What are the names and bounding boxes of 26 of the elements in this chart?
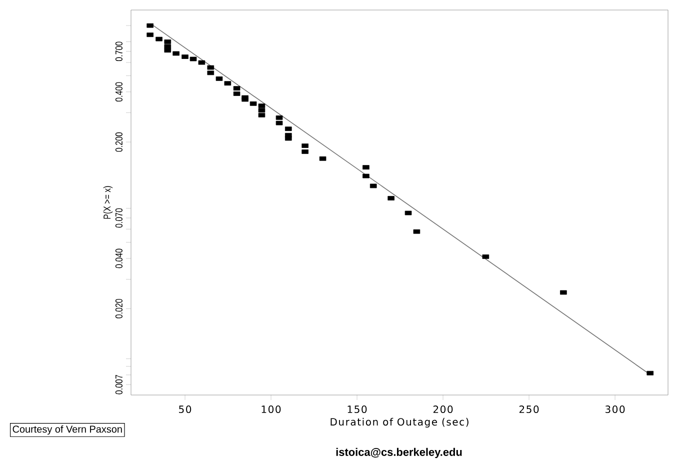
y-tick-label: 0.020 <box>115 298 122 318</box>
text: Courtesy of Vern Paxson <box>12 425 122 435</box>
x-tick-label: 50 <box>179 405 192 414</box>
x-tick-label: 100 <box>262 405 281 414</box>
point <box>146 23 154 28</box>
point <box>302 149 308 154</box>
x-tick-label: 200 <box>433 405 453 414</box>
x-axis-title: Duration of Outage (sec) <box>330 418 468 428</box>
point <box>362 174 370 178</box>
point <box>560 290 567 295</box>
point <box>156 36 162 42</box>
x-tick-label: 150 <box>348 405 367 414</box>
x-tick-label: 300 <box>605 405 625 414</box>
point <box>146 32 154 38</box>
text: istoica@cs.berkeley.edu <box>336 448 462 458</box>
point <box>362 165 370 170</box>
point <box>388 196 394 200</box>
x-tick-label: 250 <box>519 405 539 414</box>
y-tick-label: 0.200 <box>115 132 122 152</box>
y-tick-label: 0.040 <box>115 248 122 268</box>
y-tick-label: 0.700 <box>115 42 122 62</box>
y-tick-label: 0.400 <box>115 82 122 102</box>
y-axis-title: P(X >= x) <box>103 186 113 219</box>
y-tick-label: 0.070 <box>115 208 122 228</box>
y-tick-label: 0.007 <box>115 375 122 394</box>
point <box>172 51 180 56</box>
